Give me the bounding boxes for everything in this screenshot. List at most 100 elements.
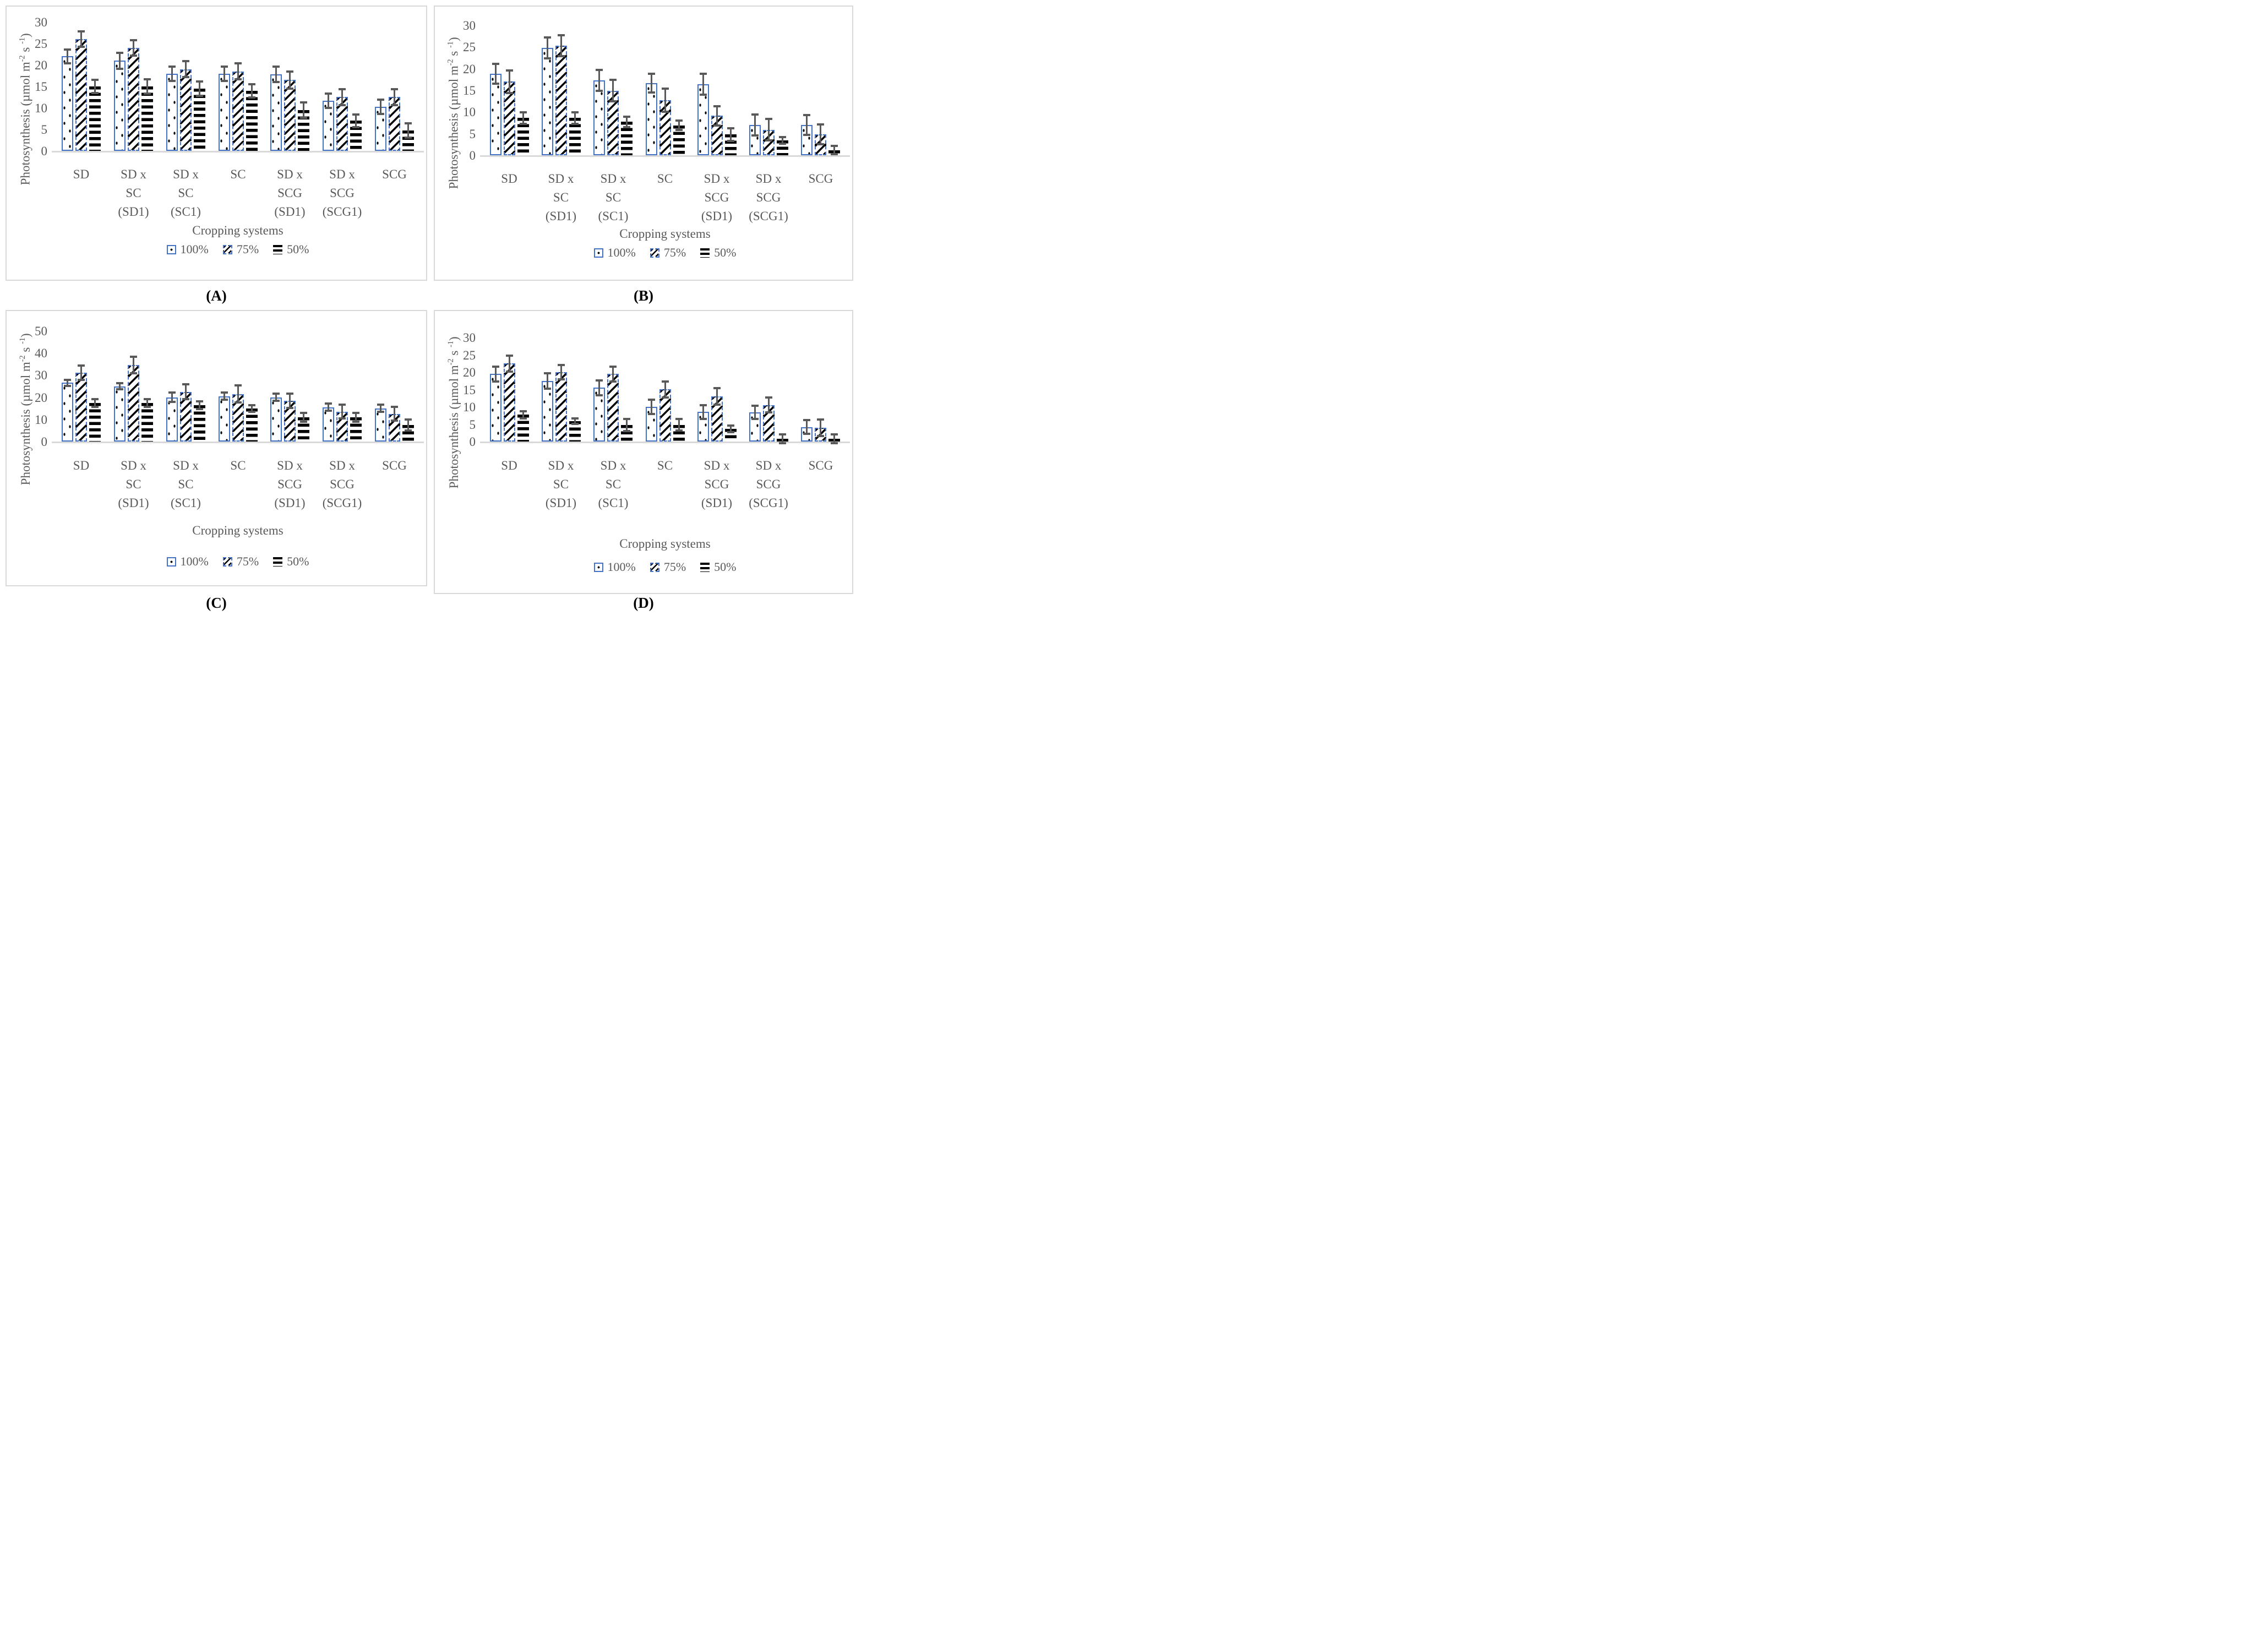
error-bar-line xyxy=(626,418,628,432)
error-bar-line xyxy=(146,399,148,407)
bar-50pct xyxy=(621,425,633,442)
error-bar-line xyxy=(380,99,381,115)
error-bar-line xyxy=(328,403,329,411)
error-bar-cap-bottom xyxy=(727,431,734,433)
error-bar-cap-top xyxy=(78,364,85,367)
x-axis-baseline xyxy=(52,151,424,152)
error-bar-cap-top xyxy=(91,79,99,81)
error-bar-cap-bottom xyxy=(168,401,176,403)
category-label-sd-x-scg-sd1-: SD x SCG (SD1) xyxy=(684,456,750,513)
error-bar-line xyxy=(407,123,409,138)
category-label-line: SD x xyxy=(173,459,199,472)
x-axis-title: Cropping systems xyxy=(192,224,284,237)
legend-item-100pct: 100% xyxy=(166,243,209,255)
error-bar-cap-bottom xyxy=(751,134,759,137)
error-bar-cap-bottom xyxy=(325,410,332,412)
error-bar-cap-top xyxy=(91,398,99,400)
bar-75pct xyxy=(75,373,87,442)
error-bar-line xyxy=(522,411,524,419)
error-bar-cap-bottom xyxy=(300,117,307,119)
category-label-sd-x-scg-scg1-: SD x SCG (SCG1) xyxy=(309,165,375,221)
error-bar-line xyxy=(678,418,680,431)
category-label-sd-x-sc-sc1-: SD x SC (SC1) xyxy=(580,170,646,226)
bar-100pct xyxy=(697,84,709,155)
error-bar-cap-bottom xyxy=(391,104,398,106)
error-bar-line xyxy=(146,79,148,94)
panel-A: Photosynthesis (µmol m-2 s -1) 0 5 10 15 20 25… xyxy=(6,6,427,281)
y-tick-label: 10 xyxy=(35,413,47,427)
legend-item-label: 50% xyxy=(287,242,309,256)
category-label-line: SCG xyxy=(704,477,729,491)
category-label-scg: SCG xyxy=(788,170,854,188)
error-bar-cap-top xyxy=(779,136,786,138)
error-bar-line xyxy=(133,40,134,56)
error-bar-cap-top xyxy=(571,417,579,420)
error-bar-cap-bottom xyxy=(727,140,734,142)
bar-75pct xyxy=(75,39,87,151)
error-bar-cap-top xyxy=(182,60,189,62)
y-tick-label: 15 xyxy=(463,84,476,97)
error-bar-cap-bottom xyxy=(571,123,579,125)
error-bar-line xyxy=(80,31,82,47)
error-bar-line xyxy=(80,365,82,380)
category-label-line: SC xyxy=(178,186,194,200)
error-bar-cap-bottom xyxy=(91,406,99,408)
category-label-line: (SD1) xyxy=(701,209,733,223)
legend-item-label: 100% xyxy=(607,560,636,574)
error-bar-cap-top xyxy=(405,122,412,124)
error-bar-line xyxy=(341,89,343,106)
category-label-line: SD x xyxy=(329,459,355,472)
category-label-line: SC xyxy=(605,477,621,491)
error-bar-cap-top xyxy=(648,399,655,401)
category-label-sd: SD xyxy=(48,456,115,475)
error-bar-line xyxy=(833,434,835,444)
bar-75pct xyxy=(389,97,400,151)
legend-item-100pct: 100% xyxy=(166,555,209,568)
error-bar-line xyxy=(598,69,600,91)
error-bar-line xyxy=(67,49,68,64)
error-bar-cap-top xyxy=(675,418,683,420)
error-bar-cap-bottom xyxy=(558,55,565,57)
bar-100pct xyxy=(114,386,126,442)
error-bar-cap-top xyxy=(377,99,384,101)
error-bar-cap-bottom xyxy=(817,143,824,145)
panel-D: Photosynthesis (µmol m-2 s -1) 0 5 10 15 20 25… xyxy=(434,310,853,594)
error-bar-cap-bottom xyxy=(609,380,617,383)
y-tick-label: 25 xyxy=(463,348,476,362)
bar-50pct xyxy=(141,86,153,151)
error-bar-line xyxy=(806,115,808,135)
category-label-sd-x-scg-sd1-: SD x SCG (SD1) xyxy=(257,165,323,221)
legend-swatch-hatch-icon xyxy=(650,248,659,258)
error-bar-cap-top xyxy=(196,80,203,83)
legend-item-label: 100% xyxy=(607,246,636,259)
legend-item-75pct: 75% xyxy=(650,247,686,259)
error-bar-cap-top xyxy=(765,118,772,120)
category-label-line: SD x xyxy=(600,172,626,186)
error-bar-line xyxy=(223,392,225,400)
bar-75pct xyxy=(336,97,348,151)
legend-item-label: 75% xyxy=(663,246,686,259)
error-bar-line xyxy=(509,70,510,93)
bar-75pct xyxy=(504,81,515,155)
category-label-sc: SC xyxy=(632,456,698,475)
error-bar-line xyxy=(275,393,277,401)
error-bar-cap-top xyxy=(544,36,551,39)
y-tick-label: 0 xyxy=(469,149,476,162)
error-bar-cap-top xyxy=(391,406,398,408)
legend: 100% 75% 50% xyxy=(483,561,847,573)
error-bar-cap-bottom xyxy=(221,399,228,401)
error-bar-cap-top xyxy=(300,412,307,414)
bar-75pct xyxy=(607,91,619,155)
error-bar-cap-bottom xyxy=(300,421,307,423)
category-label-line: (SD1) xyxy=(118,496,149,510)
error-bar-line xyxy=(94,79,96,94)
category-label-line: SC xyxy=(230,459,246,472)
error-bar-cap-bottom xyxy=(803,134,810,136)
error-bar-cap-top xyxy=(64,48,71,51)
bar-100pct xyxy=(593,80,605,155)
error-bar-cap-top xyxy=(221,391,228,394)
category-label-line: SC xyxy=(657,172,673,186)
y-axis-label-superscript: -1 xyxy=(18,337,28,344)
legend-item-label: 75% xyxy=(663,560,686,574)
bar-50pct xyxy=(194,89,205,151)
